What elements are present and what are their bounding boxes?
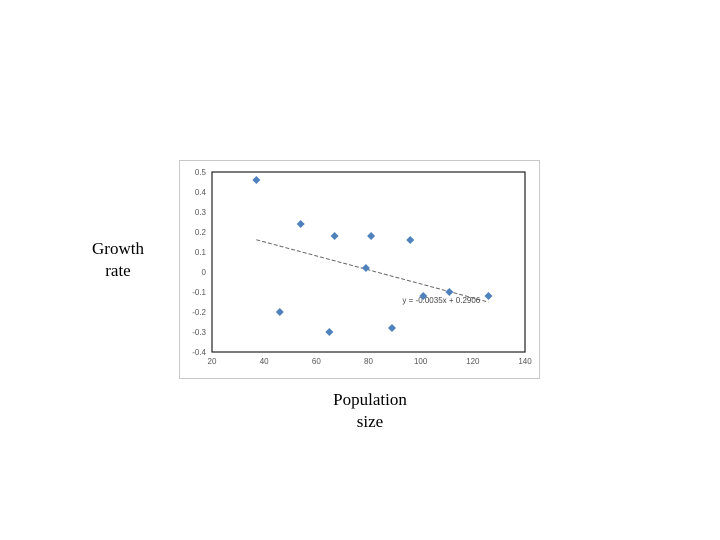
scatter-chart: 0.5 0.4 0.3 0.2 0.1 0 -0.1 -0.2 -0.3 -0.4 20 40 60 8…	[179, 160, 540, 379]
y-tick-label: 0.4	[195, 188, 207, 197]
trendline-equation: y = -0.0035x + 0.2906	[402, 296, 480, 305]
x-axis-title: Population size	[320, 389, 420, 433]
y-axis-title: Growth rate	[78, 238, 158, 282]
data-points	[252, 176, 493, 336]
y-tick-label: -0.1	[192, 288, 206, 297]
x-tick-label: 40	[260, 357, 269, 366]
y-tick-label: 0.5	[195, 168, 207, 177]
x-tick-label: 20	[208, 357, 217, 366]
x-tick-label: 100	[414, 357, 428, 366]
x-axis-title-line2: size	[356, 412, 384, 431]
data-point	[367, 232, 376, 240]
data-point	[387, 324, 396, 332]
y-tick-label: -0.3	[192, 328, 206, 337]
x-tick-label: 120	[466, 357, 480, 366]
y-tick-label: 0.3	[195, 208, 207, 217]
data-point	[325, 328, 334, 336]
data-point	[406, 236, 415, 244]
y-tick-label: 0.1	[195, 248, 207, 257]
data-point	[330, 232, 339, 240]
chart-frame	[179, 160, 540, 379]
y-tick-labels: 0.5 0.4 0.3 0.2 0.1 0 -0.1 -0.2 -0.3 -0.4	[192, 168, 206, 357]
x-tick-labels: 20 40 60 80 100 120 140	[208, 357, 533, 366]
data-point	[275, 308, 284, 316]
data-point	[445, 288, 454, 296]
x-tick-label: 80	[364, 357, 373, 366]
data-point	[484, 292, 493, 300]
y-tick-label: -0.4	[192, 348, 206, 357]
y-tick-label: 0	[202, 268, 207, 277]
data-point	[252, 176, 261, 184]
data-point	[419, 292, 428, 300]
x-tick-label: 140	[518, 357, 532, 366]
y-axis-title-line1: Growth	[92, 239, 144, 258]
y-tick-label: 0.2	[195, 228, 207, 237]
x-tick-label: 60	[312, 357, 321, 366]
plot-area	[211, 171, 526, 353]
y-tick-label: -0.2	[192, 308, 206, 317]
chart-canvas: 0.5 0.4 0.3 0.2 0.1 0 -0.1 -0.2 -0.3 -0.4 20 40 60 8…	[179, 160, 540, 379]
data-point	[361, 264, 370, 272]
data-point	[296, 220, 305, 228]
y-axis-title-line2: rate	[105, 261, 131, 280]
x-axis-title-line1: Population	[333, 390, 407, 409]
